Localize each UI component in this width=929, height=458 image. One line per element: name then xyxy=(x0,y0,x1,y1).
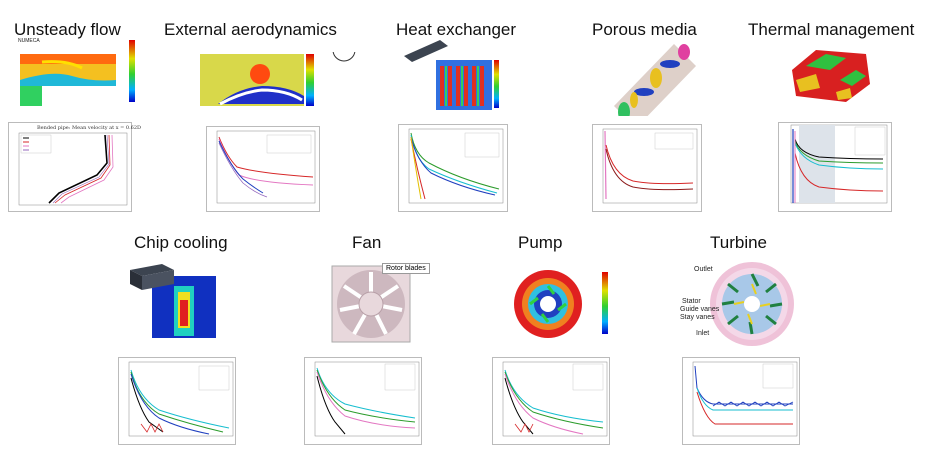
panel-title: Chip cooling xyxy=(134,233,228,252)
rotor-blades-callout: Rotor blades xyxy=(382,263,430,274)
panel-title: Pump xyxy=(518,233,563,252)
heat-exchanger-contour-image xyxy=(404,40,499,110)
panel-title: Heat exchanger xyxy=(396,20,517,39)
turbine-label-guide-vanes: Guide vanes xyxy=(680,306,720,313)
unsteady-flow-contour-image xyxy=(20,40,135,106)
pump-contour-image xyxy=(514,270,608,338)
panel-title: Unsteady flow xyxy=(14,20,121,39)
turbine-residual-plot xyxy=(682,357,800,445)
panel-title: External aerodynamics xyxy=(164,20,337,39)
panel-title: Porous media xyxy=(592,20,697,39)
external-aero-residual-plot xyxy=(206,126,320,212)
fan-residual-plot xyxy=(304,357,422,445)
fan-image xyxy=(331,265,411,343)
porous-media-residual-plot xyxy=(592,124,702,212)
turbine-image xyxy=(710,262,794,346)
turbine-label-outlet: Outlet xyxy=(694,266,713,273)
thermal-management-image xyxy=(792,50,870,102)
heat-exchanger-residual-plot xyxy=(398,124,508,212)
thermal-management-residual-plot xyxy=(778,122,892,212)
turbine-label-stator: Stator xyxy=(682,298,701,305)
panel-title: Thermal management xyxy=(748,20,915,39)
external-aero-contour-image xyxy=(200,52,356,106)
turbine-label-inlet: Inlet xyxy=(696,330,710,337)
turbine-label-stay-vanes: Stay vanes xyxy=(680,314,715,321)
porous-media-image xyxy=(614,44,696,116)
chip-cooling-contour-image xyxy=(130,264,216,338)
chip-cooling-residual-plot xyxy=(118,357,236,445)
panel-title: Turbine xyxy=(710,233,768,252)
numeca-label: NUMECA xyxy=(18,38,40,44)
bended-pipe-velocity-plot: Bended pipe: Mean velocity at x = 0.62D xyxy=(8,122,141,212)
plot-title: Bended pipe: Mean velocity at x = 0.62D xyxy=(37,125,142,131)
pump-residual-plot xyxy=(492,357,610,445)
panel-title: Fan xyxy=(352,233,382,252)
